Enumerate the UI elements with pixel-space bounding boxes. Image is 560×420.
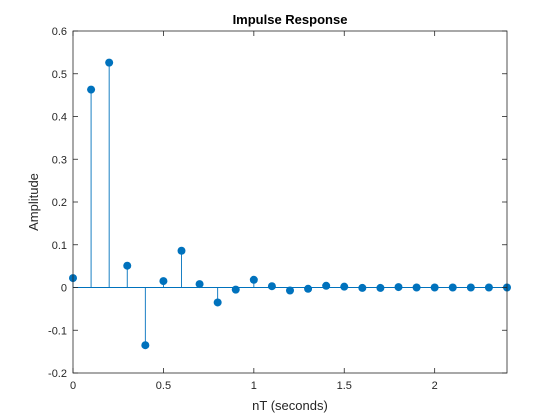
y-tick-label: 0.5	[52, 69, 67, 81]
stem-marker	[87, 85, 96, 94]
stem-marker	[123, 261, 132, 270]
y-axis-label: Amplitude	[26, 173, 41, 231]
x-tick-label: 1.5	[337, 380, 352, 392]
x-axis-ticks: 0 0.5 1 1.5 2	[70, 31, 438, 392]
stem-marker	[177, 246, 186, 255]
stem-marker	[412, 283, 421, 292]
x-tick-label: 1	[251, 380, 257, 392]
y-tick-label: 0.4	[52, 112, 67, 124]
stem-marker	[267, 282, 276, 291]
x-tick-label: 0	[70, 380, 76, 392]
y-axis-ticks: -0.2 -0.1 0 0.1 0.2 0.3 0.4 0.5 0.6	[48, 26, 507, 380]
chart-title: Impulse Response	[233, 12, 348, 27]
y-tick-label: -0.1	[48, 325, 67, 337]
plot-area	[73, 31, 507, 373]
stem-marker	[304, 284, 313, 293]
x-tick-label: 0.5	[156, 380, 171, 392]
y-tick-label: 0	[61, 283, 67, 295]
y-tick-label: 0.3	[52, 154, 67, 166]
stem-marker	[340, 282, 349, 291]
stem-marker	[376, 283, 385, 292]
stem-marker	[231, 285, 240, 294]
stem-marker	[466, 283, 475, 292]
x-axis-label: nT (seconds)	[252, 398, 328, 413]
y-tick-label: 0.6	[52, 26, 67, 38]
stem-marker	[358, 283, 367, 292]
stem-marker	[249, 275, 258, 284]
stem-marker	[195, 280, 204, 289]
stem-marker	[322, 281, 331, 290]
stem-marker	[213, 298, 222, 307]
stem-marker	[105, 58, 114, 67]
stem-marker	[394, 283, 403, 292]
y-tick-label: 0.2	[52, 197, 67, 209]
stem-marker	[430, 283, 439, 292]
stem-marker	[159, 277, 168, 286]
y-tick-label: 0.1	[52, 240, 67, 252]
stem-marker	[448, 283, 457, 292]
stem-marker	[484, 283, 493, 292]
stem-marker	[141, 341, 150, 350]
x-tick-label: 2	[432, 380, 438, 392]
stem-marker	[286, 286, 294, 295]
y-tick-label: -0.2	[48, 368, 67, 380]
